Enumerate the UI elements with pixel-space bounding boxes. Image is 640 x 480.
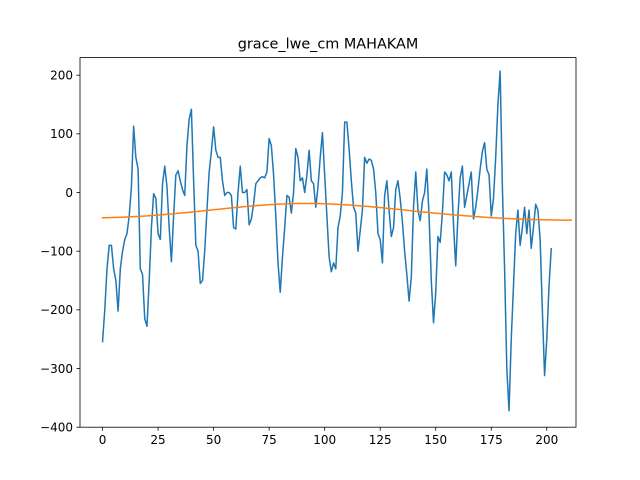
- x-axis: 0 25 50 75 100 125 150 175 200: [99, 427, 558, 447]
- y-axis: −400 −300 −200 −100 0 100 200: [40, 69, 80, 435]
- x-tick-label: 50: [206, 433, 221, 447]
- y-tick-label: 0: [65, 186, 73, 200]
- series-layer: [101, 70, 572, 412]
- x-tick-label: 125: [369, 433, 392, 447]
- x-tick-label: 100: [313, 433, 336, 447]
- plot-frame: [79, 57, 577, 428]
- y-tick-label: −300: [40, 362, 73, 376]
- x-tick-label: 75: [261, 433, 276, 447]
- x-tick-label: 0: [99, 433, 107, 447]
- x-tick-label: 175: [480, 433, 503, 447]
- y-tick-label: −200: [40, 303, 73, 317]
- x-tick-label: 150: [424, 433, 447, 447]
- y-tick-label: 200: [50, 69, 73, 83]
- x-tick-label: 200: [535, 433, 558, 447]
- x-tick-label: 25: [150, 433, 165, 447]
- y-tick-label: −400: [40, 421, 73, 435]
- series-line-2: [101, 202, 572, 221]
- series-line-1: [101, 70, 553, 412]
- y-tick-label: 100: [50, 127, 73, 141]
- chart-title: grace_lwe_cm MAHAKAM: [238, 37, 419, 53]
- y-tick-label: −100: [40, 245, 73, 259]
